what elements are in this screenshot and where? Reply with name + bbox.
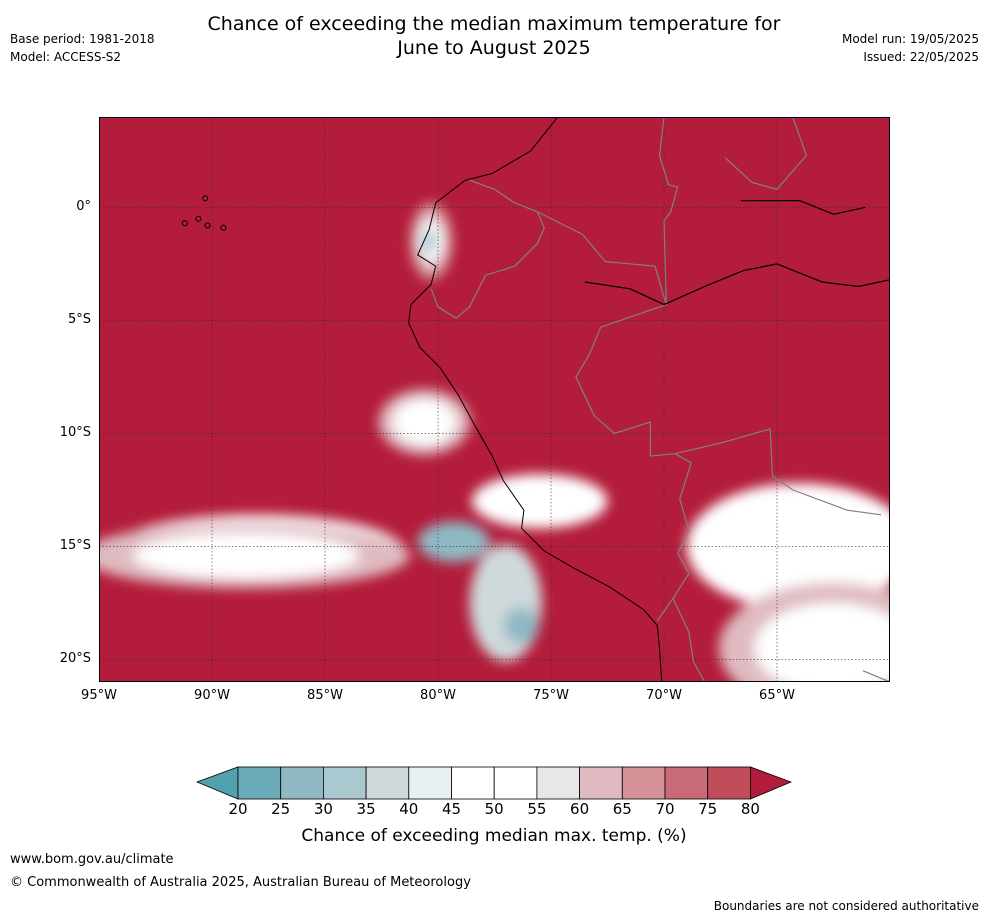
- footer-url: www.bom.gov.au/climate: [10, 852, 174, 867]
- lat-label: 15°S: [59, 538, 91, 554]
- meta-left: Base period: 1981-2018 Model: ACCESS-S2: [10, 30, 155, 66]
- colorbar-segment: [536, 766, 580, 800]
- cool-anomaly-layer: [417, 230, 542, 662]
- colorbar-low-arrow: [196, 766, 239, 800]
- country-border: [537, 211, 692, 622]
- colorbar-label: Chance of exceeding median max. temp. (%…: [301, 826, 687, 846]
- colorbar: [196, 766, 792, 800]
- colorbar-tick-label: 65: [612, 800, 632, 818]
- colorbar-tick-label: 35: [356, 800, 376, 818]
- island: [204, 222, 211, 229]
- country-border: [430, 179, 545, 319]
- cool-zone-0: [417, 521, 490, 563]
- colorbar-segment: [707, 766, 751, 800]
- model-name: Model: ACCESS-S2: [10, 50, 122, 64]
- footer-note: Boundaries are not considered authoritat…: [713, 899, 979, 913]
- colorbar-segment: [579, 766, 623, 800]
- lat-label: 0°: [76, 199, 91, 215]
- amazon-river: [584, 263, 890, 306]
- colorbar-tick-label: 50: [484, 800, 504, 818]
- colorbar-tick-label: 25: [271, 800, 291, 818]
- island: [220, 224, 227, 231]
- issued-date: Issued: 22/05/2025: [863, 50, 979, 64]
- warm-zone-2-band-1: [392, 399, 457, 445]
- warm-zone-1-band-1: [132, 532, 359, 579]
- lat-label: 10°S: [59, 425, 91, 441]
- lon-label: 85°W: [307, 688, 343, 703]
- lon-label: 75°W: [533, 688, 569, 703]
- footer-copyright: © Commonwealth of Australia 2025, Austra…: [10, 875, 471, 890]
- lon-label: 95°W: [81, 688, 117, 703]
- colorbar-segment: [323, 766, 367, 800]
- base-period: Base period: 1981-2018: [10, 32, 155, 46]
- cool-zone-2: [503, 607, 540, 644]
- warm-anomaly-layer: [99, 202, 890, 682]
- island: [181, 220, 188, 227]
- colorbar-tick-label: 75: [698, 800, 718, 818]
- colorbar-tick-label: 40: [399, 800, 419, 818]
- colorbar-high-arrow: [750, 766, 792, 800]
- island: [202, 195, 209, 202]
- country-border: [675, 428, 882, 516]
- colorbar-segment: [280, 766, 324, 800]
- colorbar-segment: [451, 766, 495, 800]
- coastline: [408, 117, 663, 682]
- meta-right: Model run: 19/05/2025 Issued: 22/05/2025: [842, 30, 979, 66]
- lat-label: 5°S: [67, 312, 91, 328]
- country-border: [658, 117, 679, 305]
- warm-zone-5-band-1: [754, 602, 890, 682]
- lon-label: 90°W: [194, 688, 230, 703]
- graticule: [99, 117, 890, 682]
- colorbar-tick-label: 45: [441, 800, 462, 818]
- colorbar-tick-label: 55: [527, 800, 547, 818]
- colorbar-segment: [237, 766, 282, 800]
- cool-zone-3: [423, 230, 435, 253]
- colorbar-tick-label: 60: [570, 800, 590, 818]
- page-title: Chance of exceeding the median maximum t…: [207, 13, 781, 59]
- colorbar-tick-label: 20: [228, 800, 248, 818]
- colorbar-segment: [664, 766, 709, 800]
- lon-label: 65°W: [759, 688, 795, 703]
- colorbar-tick-label: 80: [740, 800, 760, 818]
- colorbar-segment: [365, 766, 410, 800]
- model-run-date: Model run: 19/05/2025: [841, 32, 979, 46]
- lat-label: 20°S: [59, 651, 91, 667]
- map-frame: [99, 117, 890, 682]
- lon-label: 70°W: [646, 688, 682, 703]
- warm-zone-4-band-0: [686, 483, 890, 610]
- forecast-map: [99, 117, 890, 682]
- cool-zone-1: [469, 544, 542, 662]
- country-border: [724, 117, 808, 190]
- colorbar-segment: [408, 766, 452, 800]
- colorbar-segment: [493, 766, 538, 800]
- colorbar-segment: [621, 766, 666, 800]
- river-line: [740, 199, 866, 215]
- colorbar-tick-label: 70: [655, 800, 675, 818]
- country-border: [862, 670, 890, 682]
- colorbar-tick-label: 30: [313, 800, 333, 818]
- warm-zone-3-band-0: [471, 474, 608, 529]
- lon-label: 80°W: [420, 688, 456, 703]
- island: [195, 215, 202, 222]
- country-border: [672, 598, 706, 682]
- boundaries-layer: [181, 117, 890, 682]
